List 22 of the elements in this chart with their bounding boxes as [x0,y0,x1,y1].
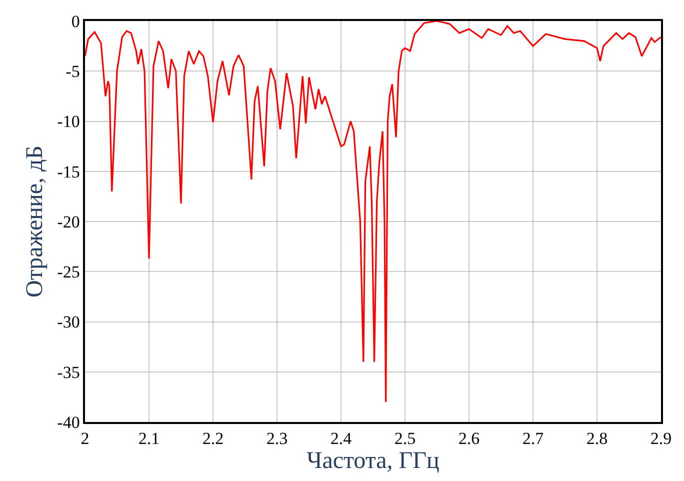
y-tick-label: -10 [57,112,80,132]
y-tick-label: -25 [57,262,80,282]
x-tick-label: 2.1 [138,429,160,448]
line-series [85,21,661,403]
x-tick-label: 2.8 [586,429,608,448]
x-tick-label: 2.5 [394,429,416,448]
y-tick-label: -20 [57,212,80,232]
y-tick-label: -15 [57,162,80,182]
x-tick-label: 2.9 [650,429,672,448]
x-tick-label: 2.6 [458,429,480,448]
y-axis-title: Отражение, дБ [22,145,48,298]
x-tick-label: 2.7 [522,429,544,448]
x-tick-label: 2 [80,429,90,448]
x-axis-title: Частота, ГГц [306,448,440,474]
x-tick-label: 2.4 [330,429,352,448]
y-tick-label: -40 [57,412,80,432]
y-tick-label: -30 [57,312,80,332]
y-tick-label: -35 [57,362,80,382]
y-tick-label: 0 [71,12,80,31]
y-tick-label: -5 [66,62,80,82]
x-tick-label: 2.2 [202,429,224,448]
x-tick-label: 2.3 [266,429,288,448]
